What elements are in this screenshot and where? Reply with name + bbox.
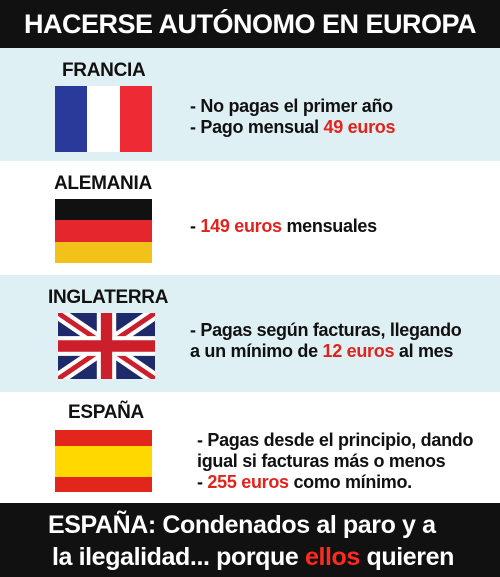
- footer-banner: ESPAÑA: Condenados al paro y a la ilegal…: [0, 503, 500, 577]
- text-segment: - Pago mensual: [190, 117, 324, 137]
- text-line: - 149 euros mensuales: [190, 216, 377, 237]
- highlight-amount: 49 euros: [323, 117, 396, 137]
- country-label: ALEMANIA: [54, 173, 152, 194]
- text-line: a un mínimo de 12 euros al mes: [190, 341, 461, 362]
- section-england: INGLATERRA - Pagas según facturas, llega…: [0, 275, 500, 392]
- section-france: FRANCIA - No pagas el primer año - Pago …: [0, 48, 500, 161]
- footer-highlight: ellos: [304, 543, 360, 571]
- highlight-amount: 255 euros: [207, 472, 289, 492]
- country-label: INGLATERRA: [48, 287, 169, 308]
- text-segment: a un mínimo de: [190, 341, 323, 361]
- text-line: - No pagas el primer año: [190, 96, 393, 116]
- text-segment: mensuales: [281, 216, 377, 236]
- text-line: igual si facturas más o menos: [197, 451, 446, 471]
- germany-description: - 149 euros mensuales: [190, 216, 377, 237]
- spain-flag-icon: [55, 430, 152, 492]
- france-description: - No pagas el primer año - Pago mensual …: [190, 96, 395, 138]
- highlight-amount: 12 euros: [322, 341, 395, 361]
- text-segment: quieren: [359, 543, 454, 571]
- text-line: - Pagas desde el principio, dando: [197, 430, 474, 450]
- text-line: - 255 euros como mínimo.: [197, 472, 473, 493]
- highlight-amount: 149 euros: [200, 216, 282, 236]
- text-segment: -: [190, 216, 201, 236]
- footer-line: ESPAÑA: Condenados al paro y a: [48, 511, 436, 539]
- section-germany: ALEMANIA - 149 euros mensuales: [0, 161, 500, 275]
- england-description: - Pagas según facturas, llegando a un mí…: [190, 320, 462, 362]
- section-spain: ESPAÑA - Pagas desde el principio, dando…: [0, 392, 500, 503]
- text-segment: al mes: [394, 341, 454, 361]
- spain-description: - Pagas desde el principio, dando igual …: [197, 430, 473, 493]
- germany-flag-icon: [55, 199, 152, 263]
- text-segment: -: [197, 472, 208, 492]
- country-label: FRANCIA: [62, 60, 146, 81]
- title-bar: HACERSE AUTÓNOMO EN EUROPA: [0, 0, 500, 48]
- footer-line: la ilegalidad... porque ellos quieren: [52, 541, 454, 573]
- text-segment: la ilegalidad... porque: [52, 543, 305, 571]
- text-segment: como mínimo.: [288, 472, 412, 492]
- text-line: - Pagas según facturas, llegando: [190, 320, 462, 340]
- text-line: - Pago mensual 49 euros: [190, 117, 395, 138]
- page-title: HACERSE AUTÓNOMO EN EUROPA: [23, 8, 477, 39]
- country-label: ESPAÑA: [68, 402, 144, 423]
- union-jack-flag-icon: [58, 313, 155, 379]
- france-flag-icon: [55, 86, 152, 152]
